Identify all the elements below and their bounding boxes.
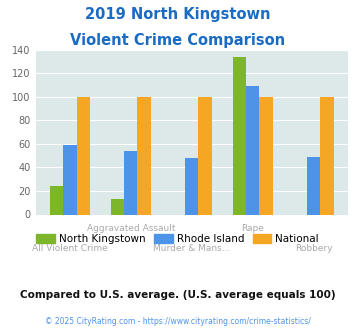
- Bar: [185, 158, 198, 214]
- Bar: [320, 97, 334, 214]
- Text: Aggravated Assault: Aggravated Assault: [87, 224, 175, 233]
- Bar: [198, 97, 212, 214]
- Text: Murder & Mans...: Murder & Mans...: [153, 244, 230, 253]
- Text: Violent Crime Comparison: Violent Crime Comparison: [70, 33, 285, 48]
- Text: Rape: Rape: [241, 224, 264, 233]
- Bar: [63, 145, 77, 214]
- Bar: [124, 151, 137, 214]
- Bar: [137, 97, 151, 214]
- Bar: [111, 199, 124, 214]
- Text: All Violent Crime: All Violent Crime: [32, 244, 108, 253]
- Text: 2019 North Kingstown: 2019 North Kingstown: [85, 7, 270, 21]
- Text: © 2025 CityRating.com - https://www.cityrating.com/crime-statistics/: © 2025 CityRating.com - https://www.city…: [45, 317, 310, 326]
- Bar: [77, 97, 90, 214]
- Text: Robbery: Robbery: [295, 244, 332, 253]
- Bar: [233, 56, 246, 214]
- Bar: [246, 86, 260, 214]
- Bar: [307, 157, 320, 214]
- Bar: [260, 97, 273, 214]
- Text: Compared to U.S. average. (U.S. average equals 100): Compared to U.S. average. (U.S. average …: [20, 290, 335, 300]
- Legend: North Kingstown, Rhode Island, National: North Kingstown, Rhode Island, National: [32, 230, 323, 248]
- Bar: [50, 186, 63, 214]
